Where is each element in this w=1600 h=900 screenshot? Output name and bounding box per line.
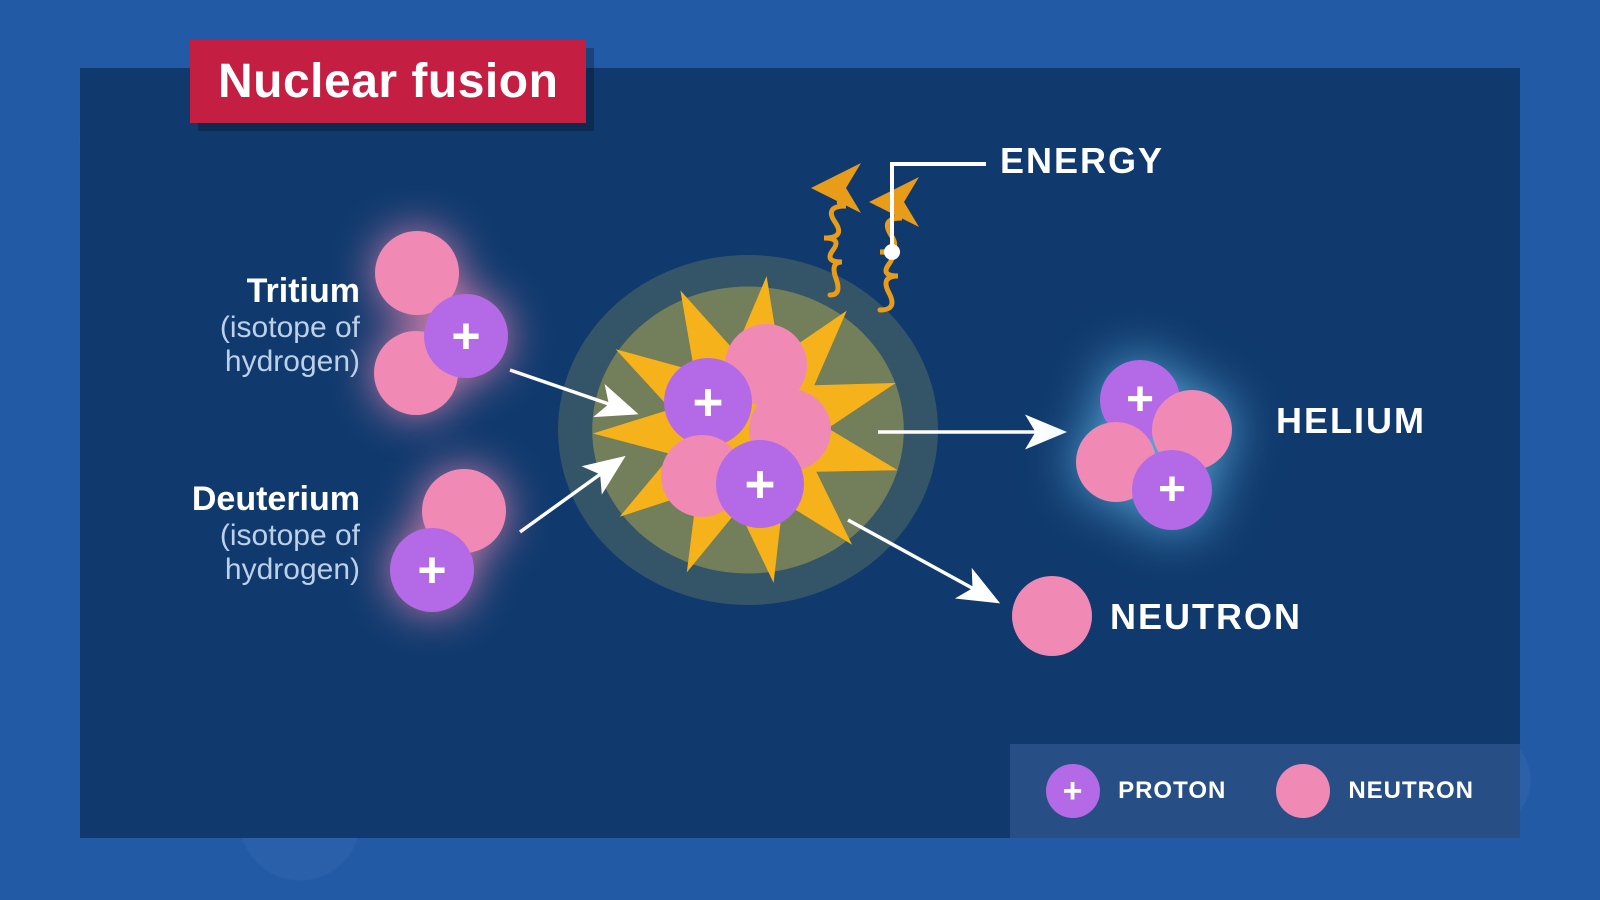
title-banner: Nuclear fusion [190, 40, 586, 123]
proton-particle: + [1132, 450, 1212, 530]
deuterium-sub: (isotope of hydrogen) [140, 519, 360, 587]
tritium-sub: (isotope of hydrogen) [140, 311, 360, 379]
proton-particle: + [716, 440, 804, 528]
content-panel: + + ++ ++ Tritium (isotope of hydrogen) … [80, 68, 1520, 838]
neutron-particle [1012, 576, 1092, 656]
legend-neutron-label: NEUTRON [1348, 777, 1474, 805]
legend-item-neutron: NEUTRON [1276, 764, 1474, 818]
deuterium-name: Deuterium [140, 480, 360, 519]
proton-particle: + [664, 358, 752, 446]
legend-item-proton: + PROTON [1046, 764, 1226, 818]
proton-icon: + [1046, 764, 1100, 818]
legend: + PROTON NEUTRON [1010, 744, 1520, 838]
helium-label: HELIUM [1276, 400, 1426, 442]
neutron-icon [1276, 764, 1330, 818]
neutron-out-label: NEUTRON [1110, 596, 1302, 638]
tritium-name: Tritium [140, 272, 360, 311]
slide-outer: + + ++ ++ Tritium (isotope of hydrogen) … [0, 0, 1600, 900]
legend-proton-label: PROTON [1118, 777, 1226, 805]
tritium-label: Tritium (isotope of hydrogen) [140, 272, 360, 379]
deuterium-label: Deuterium (isotope of hydrogen) [140, 480, 360, 587]
energy-label: ENERGY [1000, 140, 1164, 182]
proton-particle: + [390, 528, 474, 612]
proton-particle: + [424, 294, 508, 378]
free-neutron [80, 68, 81, 69]
